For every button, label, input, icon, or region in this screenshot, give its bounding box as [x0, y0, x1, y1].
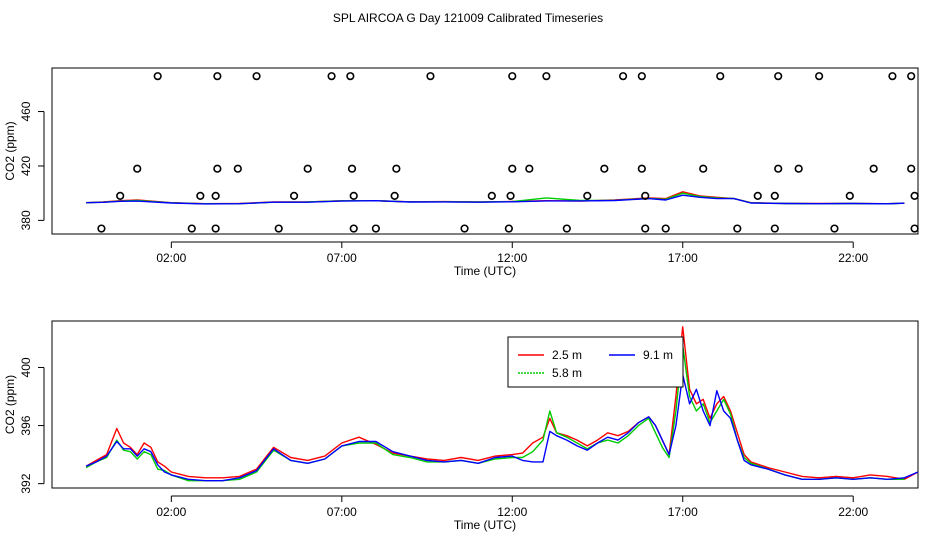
chart-0-x-tick-label: 12:00 — [497, 251, 527, 265]
chart-0-y-tick-label: 420 — [19, 156, 33, 176]
chart-0-scatter-point — [390, 191, 399, 201]
chart-1-x-tick-label: 02:00 — [156, 505, 186, 519]
chart-0-y-tick-label: 460 — [19, 101, 33, 121]
chart-0-scatter-point — [907, 72, 916, 81]
chart-0-scatter-point — [213, 72, 222, 81]
chart-0-x-tick-label: 07:00 — [327, 251, 357, 265]
chart-0-scatter-point — [426, 72, 435, 81]
chart-1-series-line-9-1-m — [85, 374, 919, 482]
chart-0-scatter-point — [196, 191, 205, 201]
chart-0-scatter-point — [699, 164, 708, 173]
chart-1-legend-label: 2.5 m — [552, 348, 582, 362]
chart-0-scatter-point — [910, 224, 919, 233]
chart-0-scatter-point — [830, 224, 839, 233]
chart-1-x-tick-label: 17:00 — [668, 505, 698, 519]
chart-0-scatter-point — [392, 164, 401, 173]
chart-0-scatter-point — [753, 191, 762, 201]
chart-0-y-axis-label: CO2 (ppm) — [3, 121, 17, 180]
chart-1-y-tick-label: 400 — [19, 357, 33, 377]
chart-0-x-tick-label: 02:00 — [156, 251, 186, 265]
chart-1-legend-label: 5.8 m — [552, 366, 582, 380]
chart-0-scatter-point — [794, 164, 803, 173]
chart-1-legend-label: 9.1 m — [643, 348, 673, 362]
chart-0-scatter-point — [487, 191, 496, 201]
chart-0-scatter-point — [349, 224, 358, 233]
chart-1-x-tick-label: 22:00 — [838, 505, 868, 519]
chart-0-scatter-point — [252, 72, 261, 81]
chart-0-x-axis-label: Time (UTC) — [454, 264, 516, 278]
chart-0-scatter-point — [525, 164, 534, 173]
chart-0-scatter-point — [213, 164, 222, 173]
chart-0-scatter-point — [347, 164, 357, 173]
chart-1-x-axis-label: Time (UTC) — [454, 518, 516, 532]
chart-0-scatter-point — [504, 224, 513, 233]
chart-1-x-tick-label: 07:00 — [327, 505, 357, 519]
chart-0-scatter-point — [869, 164, 878, 173]
chart-0-scatter-point — [907, 164, 916, 173]
chart-0-scatter-point — [211, 224, 220, 233]
chart-0-scatter-point — [508, 72, 517, 81]
chart-0-scatter-point — [733, 224, 742, 233]
chart-1-series-line-2-5-m — [85, 326, 919, 480]
chart-0-scatter-point — [774, 72, 783, 81]
chart-0-scatter-point — [774, 164, 783, 173]
chart-0-series-line-9-1-m — [86, 194, 905, 205]
chart-0-scatter-point — [542, 72, 551, 81]
chart-0-scatter-point — [910, 191, 919, 201]
chart-0-scatter-point — [888, 72, 897, 81]
chart-0-scatter-point — [716, 72, 725, 81]
chart-0-scatter-point — [349, 191, 358, 201]
chart-1-series-line-5-8-m — [85, 345, 905, 482]
chart-0-scatter-point — [187, 224, 196, 233]
chart-1-legend-box — [507, 336, 684, 388]
chart-0-scatter-point — [274, 224, 283, 233]
chart-0-scatter-point — [97, 224, 106, 233]
chart-0-plot-frame — [51, 67, 919, 235]
chart-0-scatter-point — [641, 224, 650, 233]
chart-1-y-tick-label: 396 — [19, 415, 33, 435]
chart-0-scatter-point — [770, 191, 779, 201]
chart-0-scatter-point — [845, 191, 854, 201]
chart-0-scatter-point — [562, 224, 571, 233]
figure-title: SPL AIRCOA G Day 121009 Calibrated Times… — [333, 11, 603, 25]
chart-0-scatter-point — [460, 224, 469, 233]
chart-0-scatter-point — [600, 164, 609, 173]
chart-0-scatter-point — [508, 164, 517, 173]
chart-0-x-tick-label: 22:00 — [838, 251, 868, 265]
bottom-panel-lines: 02:00 07:00 12:00 17:00 22:00 Time (UTC) 392 39… — [3, 320, 919, 532]
chart-0-y-tick-label: 380 — [19, 210, 33, 230]
chart-1-legend: 2.5 m 9.1 m 5.8 m — [507, 336, 684, 388]
chart-0-scatter-point — [233, 164, 242, 173]
chart-0-scatter-point — [641, 191, 650, 201]
chart-0-scatter-point — [303, 164, 312, 173]
chart-0-scatter-point — [637, 72, 646, 81]
chart-0-x-tick-label: 17:00 — [668, 251, 698, 265]
chart-0-scatter-point — [371, 224, 380, 233]
chart-0-scatter-point — [327, 72, 336, 81]
chart-0-scatter-point — [116, 191, 125, 201]
chart-0-scatter-point — [637, 164, 646, 173]
top-panel-scatter: 02:00 07:00 12:00 17:00 22:00 Time (UTC) 380 42… — [3, 67, 919, 278]
chart-0-scatter-point — [815, 72, 824, 81]
chart-1-y-axis-label: CO2 (ppm) — [3, 375, 17, 434]
chart-0-scatter-point — [289, 191, 299, 201]
chart-0-scatter-point — [506, 191, 515, 201]
chart-0-scatter-point — [133, 164, 142, 173]
chart-0-scatter-point — [346, 72, 355, 81]
chart-0-scatter-point — [618, 72, 628, 81]
chart-0-scatter-point — [770, 224, 779, 233]
chart-0-scatter-point — [661, 224, 670, 233]
chart-1-y-tick-label: 392 — [19, 473, 33, 493]
chart-0-scatter-point — [153, 72, 162, 81]
chart-0-scatter-point — [583, 191, 592, 201]
chart-0-scatter-point — [211, 191, 220, 201]
chart-1-x-tick-label: 12:00 — [497, 505, 527, 519]
chart-1-plot-frame — [51, 320, 919, 489]
